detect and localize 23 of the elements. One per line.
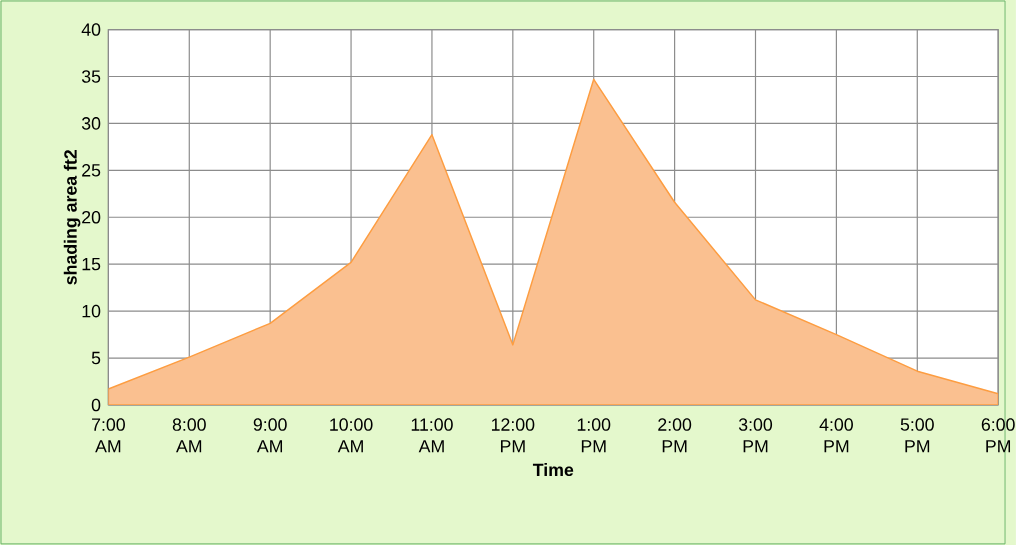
x-axis-title: Time bbox=[532, 463, 574, 477]
x-tick-label: 11:00 AM bbox=[411, 418, 453, 453]
y-tick-label: 40 bbox=[81, 23, 101, 36]
x-tick-label: 6:00 PM bbox=[981, 418, 1015, 453]
y-tick-label: 20 bbox=[82, 211, 101, 224]
y-tick-label: 0 bbox=[91, 398, 101, 412]
y-tick-label: 35 bbox=[81, 70, 101, 83]
x-tick-label: 7:00 AM bbox=[92, 418, 125, 453]
y-axis-title: shading area ft2 bbox=[63, 150, 81, 285]
y-tick-label: 10 bbox=[82, 304, 101, 318]
y-tick-label: 5 bbox=[91, 351, 101, 365]
y-tick-label: 15 bbox=[82, 258, 101, 271]
x-tick-label: 1:00 PM bbox=[577, 418, 611, 453]
y-tick-label: 30 bbox=[81, 117, 101, 130]
x-tick-label: 10:00 AM bbox=[330, 418, 373, 453]
x-tick-label: 12:00 PM bbox=[491, 418, 535, 453]
x-tick-label: 5:00 PM bbox=[900, 418, 934, 453]
x-tick-label: 2:00 PM bbox=[658, 418, 692, 453]
x-tick-label: 9:00 AM bbox=[253, 418, 287, 453]
y-tick-label: 25 bbox=[82, 164, 101, 177]
x-tick-label: 8:00 AM bbox=[172, 418, 206, 453]
x-tick-label: 3:00 PM bbox=[738, 418, 773, 453]
x-tick-label: 4:00 PM bbox=[819, 418, 853, 453]
